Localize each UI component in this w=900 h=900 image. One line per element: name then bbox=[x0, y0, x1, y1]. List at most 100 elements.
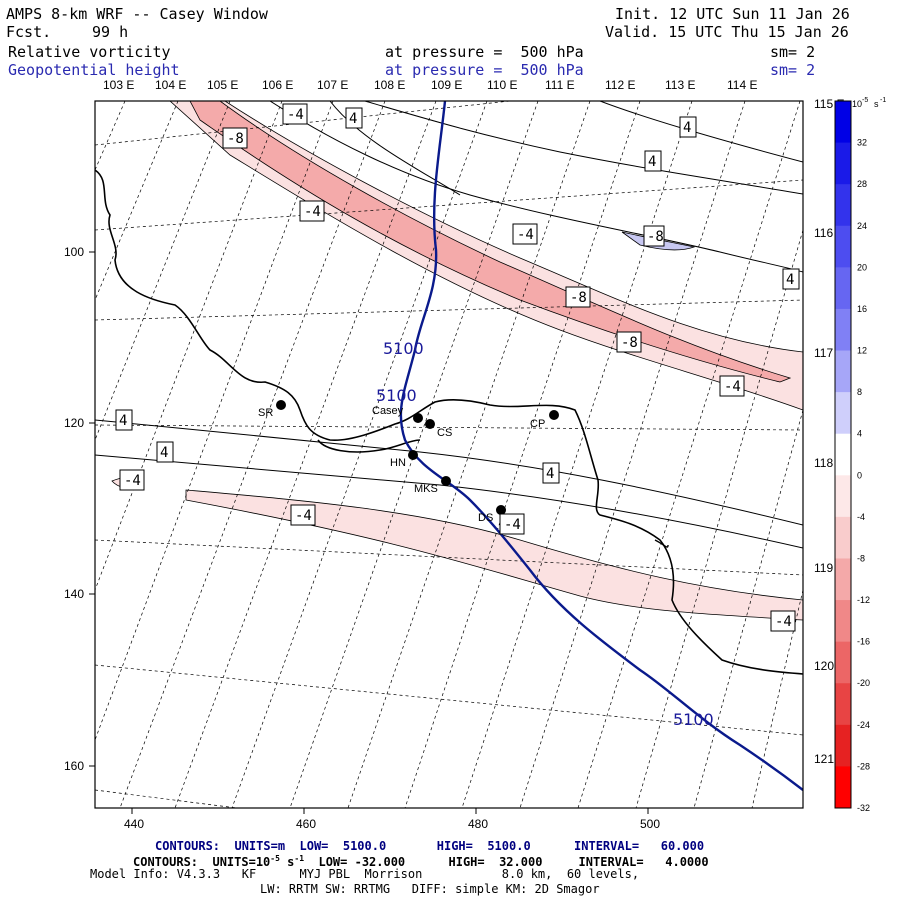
vorticity-contours bbox=[95, 101, 803, 549]
svg-text:440: 440 bbox=[124, 817, 144, 831]
colorbar-tick-label: 32 bbox=[857, 138, 867, 148]
station-dot-cp bbox=[549, 410, 559, 420]
vorticity-core-north bbox=[189, 101, 792, 383]
vort-label: -4 bbox=[775, 614, 792, 630]
colorbar-tick-label: 8 bbox=[857, 387, 862, 397]
svg-text:105 E: 105 E bbox=[207, 78, 238, 92]
colorbar-tick-label: 28 bbox=[857, 179, 867, 189]
colorbar-swatch bbox=[835, 683, 851, 726]
footer-height-contours: CONTOURS: UNITS=m LOW= 5100.0 HIGH= 5100… bbox=[155, 839, 705, 853]
axis-ticks: 440 460 480 500 100 120 140 160 bbox=[64, 245, 660, 831]
colorbar-swatch bbox=[835, 766, 851, 809]
colorbar-swatch bbox=[835, 600, 851, 643]
station-label-hn: HN bbox=[390, 457, 406, 469]
vort-label: -4 bbox=[517, 227, 534, 243]
svg-text:106 E: 106 E bbox=[262, 78, 293, 92]
vort-label: 4 bbox=[160, 445, 168, 461]
colorbar-swatch bbox=[835, 724, 851, 767]
vorticity-band-south bbox=[185, 489, 803, 621]
longitude-labels-top: 103 E 104 E 105 E 106 E 107 E 108 E 109 … bbox=[103, 78, 757, 92]
svg-text:-1: -1 bbox=[880, 97, 886, 104]
svg-text:10: 10 bbox=[852, 99, 862, 109]
colorbar-swatch bbox=[835, 433, 851, 476]
init-time: Init. 12 UTC Sun 11 Jan 26 bbox=[615, 5, 850, 23]
vort-label: -4 bbox=[304, 204, 321, 220]
svg-text:112 E: 112 E bbox=[605, 78, 635, 92]
footer-vorticity-contours: CONTOURS: UNITS=10-5 s-1 LOW= -32.000 HI… bbox=[133, 854, 709, 869]
height-label: 5100 bbox=[383, 339, 424, 358]
colorbar-tick-label: -24 bbox=[857, 720, 870, 730]
vorticity-labels: -8 -4 4 -4 4 -4 -8 4 -8 -8 -4 4 4 -4 4 -… bbox=[115, 103, 800, 632]
svg-text:114 E: 114 E bbox=[727, 78, 757, 92]
svg-text:-5: -5 bbox=[862, 97, 868, 104]
field1-smoothing: sm= 2 bbox=[770, 43, 816, 61]
latlon-grid bbox=[95, 101, 803, 808]
svg-text:113 E: 113 E bbox=[665, 78, 695, 92]
colorbar-tick-label: 24 bbox=[857, 221, 867, 231]
vort-label: -8 bbox=[621, 335, 638, 351]
colorbar-tick-label: 4 bbox=[857, 429, 862, 439]
colorbar-swatch bbox=[835, 225, 851, 268]
vort-label: 4 bbox=[349, 111, 357, 127]
svg-text:108 E: 108 E bbox=[374, 78, 405, 92]
station-label-ds: DS bbox=[478, 512, 493, 524]
colorbar-unit: 10 -5 s -1 bbox=[852, 97, 886, 109]
coastline bbox=[95, 169, 803, 675]
station-dot-casey bbox=[413, 413, 423, 423]
svg-text:160: 160 bbox=[64, 759, 84, 773]
colorbar-swatch bbox=[835, 392, 851, 435]
vort-label: 4 bbox=[119, 413, 127, 429]
svg-text:104 E: 104 E bbox=[155, 78, 186, 92]
valid-time: Valid. 15 UTC Thu 15 Jan 26 bbox=[605, 23, 849, 41]
colorbar-tick-label: -16 bbox=[857, 637, 870, 647]
colorbar-swatch bbox=[835, 558, 851, 601]
vort-label: -4 bbox=[287, 107, 304, 123]
svg-text:110 E: 110 E bbox=[487, 78, 517, 92]
colorbar-swatch bbox=[835, 101, 851, 144]
height-contour-5100 bbox=[399, 101, 803, 791]
colorbar-swatch bbox=[835, 184, 851, 227]
colorbar-tick-label: -20 bbox=[857, 678, 870, 688]
colorbar-swatch bbox=[835, 641, 851, 684]
colorbar-tick-label: -28 bbox=[857, 761, 870, 771]
svg-text:480: 480 bbox=[468, 817, 488, 831]
vort-label: -4 bbox=[504, 517, 521, 533]
vort-label: -4 bbox=[124, 473, 141, 489]
svg-text:120: 120 bbox=[64, 416, 84, 430]
colorbar-swatch bbox=[835, 516, 851, 559]
vort-label: 4 bbox=[546, 466, 554, 482]
station-markers bbox=[276, 400, 559, 515]
colorbar-frame bbox=[834, 100, 852, 809]
station-label-casey: Casey bbox=[372, 405, 404, 417]
svg-text:109 E: 109 E bbox=[431, 78, 462, 92]
colorbar-tick-label: 20 bbox=[857, 262, 867, 272]
footer-physics: LW: RRTM SW: RRTMG DIFF: simple KM: 2D S… bbox=[260, 882, 600, 896]
svg-text:103 E: 103 E bbox=[103, 78, 134, 92]
height-label: 5100 bbox=[673, 710, 714, 729]
colorbar-swatch bbox=[835, 308, 851, 352]
colorbar-tick-label: 16 bbox=[857, 304, 867, 314]
station-dot-mks bbox=[441, 476, 451, 486]
colorbar-swatch bbox=[835, 475, 851, 518]
vort-label: 4 bbox=[786, 272, 794, 288]
vort-label: 4 bbox=[648, 154, 656, 170]
station-label-sr: SR bbox=[258, 407, 273, 419]
colorbar-tick-label: -32 bbox=[857, 803, 870, 813]
vort-label: -4 bbox=[295, 508, 312, 524]
svg-text:100: 100 bbox=[64, 245, 84, 259]
station-dot-cs bbox=[425, 419, 435, 429]
colorbar-tick-label: 0 bbox=[857, 470, 862, 480]
colorbar-tick-label: -12 bbox=[857, 595, 870, 605]
station-label-cs: CS bbox=[437, 427, 452, 439]
station-label-cp: CP bbox=[530, 418, 545, 430]
station-dot-hn bbox=[408, 450, 418, 460]
colorbar-swatch bbox=[835, 142, 851, 185]
colorbar-tick-label: -4 bbox=[857, 512, 865, 522]
footer-model-info: Model Info: V4.3.3 KF MYJ PBL Morrison 8… bbox=[90, 867, 640, 881]
station-dot-ds bbox=[496, 505, 506, 515]
svg-text:111 E: 111 E bbox=[545, 78, 575, 92]
field1-name: Relative vorticity bbox=[8, 43, 171, 61]
plot-frame bbox=[94, 100, 804, 809]
map-title: AMPS 8-km WRF -- Casey Window bbox=[6, 5, 268, 23]
